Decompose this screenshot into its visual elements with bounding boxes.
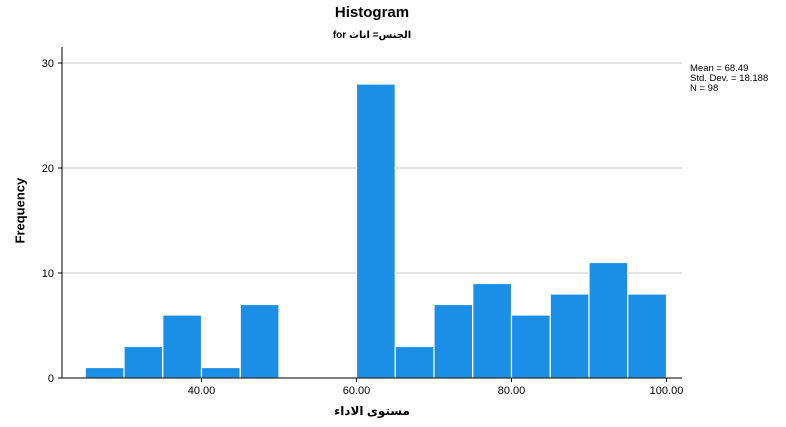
axes bbox=[58, 47, 682, 382]
y-tick-label: 30 bbox=[42, 58, 54, 70]
histogram-bar bbox=[84, 366, 125, 379]
chart-title: Histogram bbox=[334, 4, 410, 21]
x-tick-label: 60.00 bbox=[343, 385, 371, 397]
histogram-bar bbox=[472, 282, 513, 379]
x-tick-label: 100.00 bbox=[650, 385, 684, 397]
y-tick-label: 20 bbox=[42, 163, 54, 175]
histogram-bar bbox=[627, 293, 668, 379]
x-tick-label: 40.00 bbox=[188, 385, 216, 397]
stat-n: N = 98 bbox=[690, 83, 719, 94]
histogram-bar bbox=[394, 345, 435, 379]
histogram-bars bbox=[84, 83, 668, 379]
histogram-bar bbox=[588, 261, 629, 379]
x-axis-label: مستوى الاداء bbox=[334, 404, 410, 418]
stat-mean: Mean = 68.49 bbox=[690, 63, 749, 74]
histogram-bar bbox=[162, 314, 203, 379]
x-tick-label: 80.00 bbox=[498, 385, 526, 397]
histogram-bar bbox=[433, 303, 474, 379]
histogram-bar bbox=[549, 293, 590, 379]
stat-std-dev: Std. Dev. = 18.188 bbox=[690, 73, 769, 84]
histogram-bar bbox=[239, 303, 280, 379]
histogram-bar bbox=[123, 345, 164, 379]
y-tick-label: 0 bbox=[48, 373, 54, 385]
tick-labels: 0 10 20 30 40.00 60.00 80.00 100.00 bbox=[42, 58, 684, 397]
y-axis-label: Frequency bbox=[12, 177, 28, 244]
chart-subtitle: for الجنس= اناث bbox=[332, 30, 412, 41]
y-tick-label: 10 bbox=[42, 268, 54, 280]
histogram-bar bbox=[510, 314, 551, 379]
histogram-bar bbox=[200, 366, 241, 379]
histogram-bar bbox=[355, 83, 396, 379]
